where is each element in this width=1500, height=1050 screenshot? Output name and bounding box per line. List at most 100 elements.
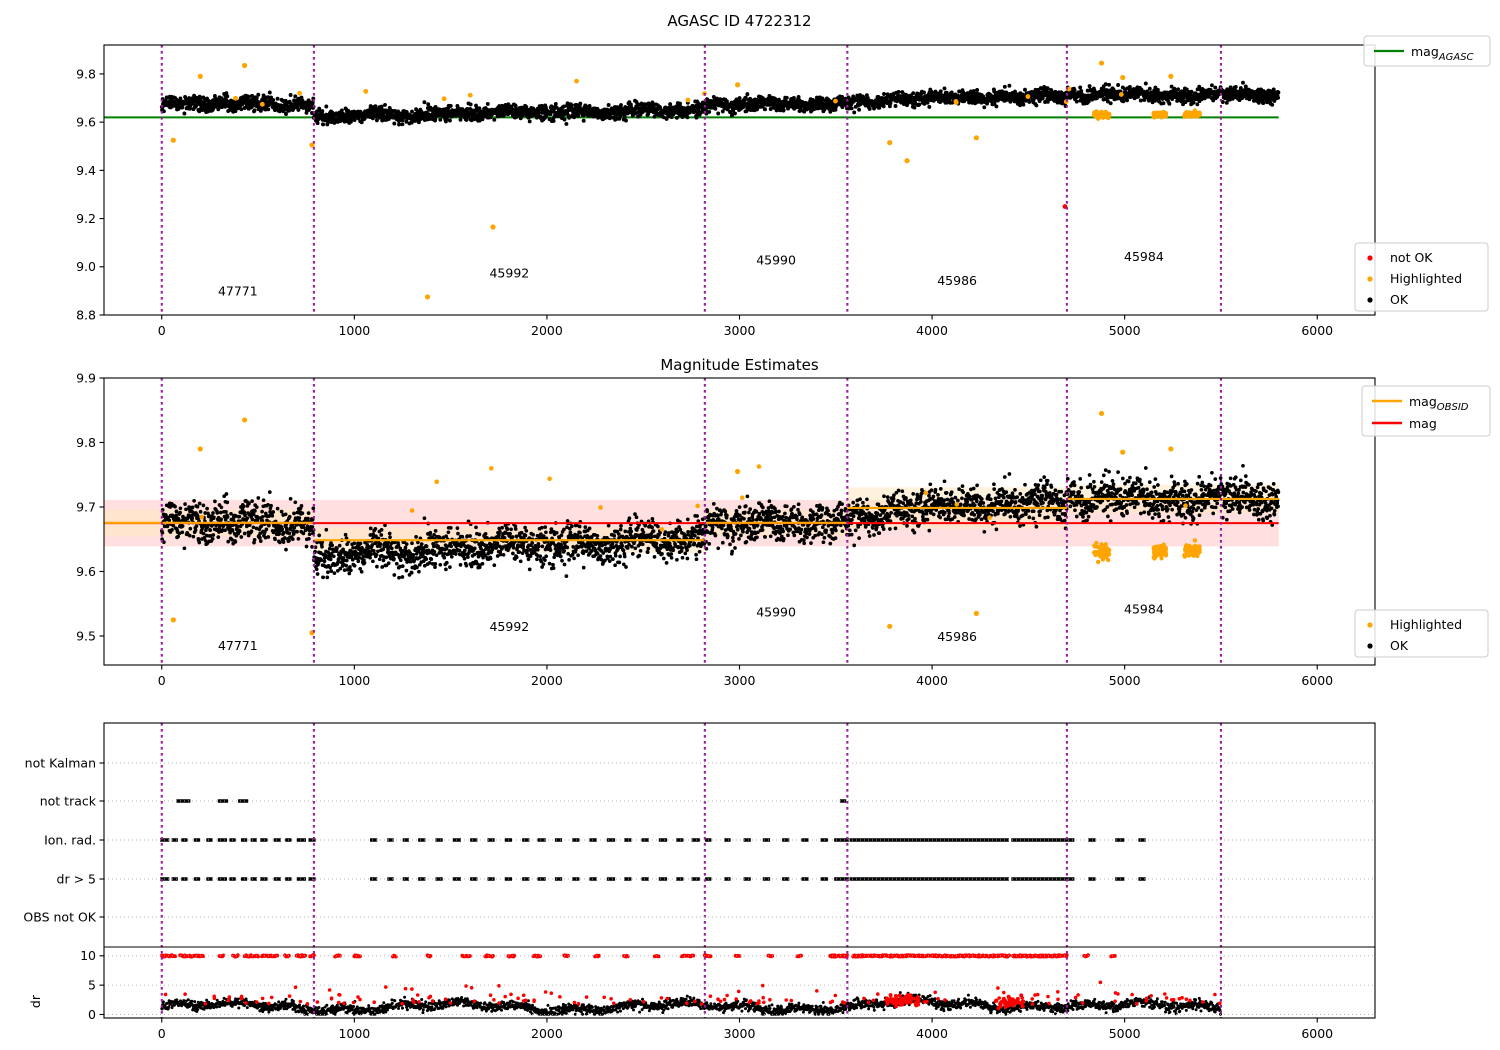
highlighted-outlier [833,98,838,104]
legend-label: not OK [1390,250,1433,265]
flag-row-label: dr > 5 [57,871,96,886]
y-tick-label: 9.6 [76,564,96,579]
x-tick-label: 3000 [724,323,756,338]
highlighted-outlier [441,96,447,102]
flag-markers-row-1 [176,799,847,803]
highlighted-outlier [574,78,579,84]
legend-dot [1367,297,1373,303]
x-tick-label: 2000 [531,673,563,688]
x-tick-label: 6000 [1301,673,1333,688]
x-tick-label: 5000 [1109,1026,1141,1041]
legend-dot [1367,276,1373,282]
flag-markers-row-2 [160,838,1146,842]
highlighted-outlier [297,90,303,96]
panel3-data [159,723,1222,1018]
highlighted-outlier [309,142,315,148]
legend-mag-agasc [1363,35,1491,67]
highlighted-outlier [490,224,496,230]
highlighted-outlier [1098,60,1105,66]
highlighted-outlier [488,466,494,471]
flag-markers-row-3 [160,877,1146,881]
x-tick-label: 5000 [1109,323,1141,338]
highlighted-outlier [904,158,910,164]
highlighted-outlier [923,490,929,496]
obsid-label: 45990 [756,605,796,620]
x-tick-label: 5000 [1109,673,1141,688]
legend-dot [1367,255,1373,261]
highlighted-outlier [547,476,552,482]
highlighted-outlier [467,92,473,98]
legend-dot [1367,622,1373,628]
highlighted-outlier [973,610,979,617]
legend-point-classes-panel2 [1354,609,1489,658]
legend-label: Highlighted [1390,271,1462,286]
dr-tick-label: 0 [88,1007,96,1022]
flag-row-label: not Kalman [25,755,96,770]
highlighted-outlier [695,503,700,509]
highlighted-outlier [739,495,745,500]
y-tick-label: 9.8 [76,435,96,450]
highlighted-outlier [904,672,909,677]
x-tick-label: 0 [158,1026,166,1041]
flag-row-label: Ion. rad. [44,832,96,847]
dr-tick-label: 10 [80,948,96,963]
highlighted-outlier [1120,449,1126,455]
panel1-data [104,45,1281,315]
x-tick-label: 2000 [531,323,563,338]
panel-magnitude-top: AGASC ID 4722312 0 1000 2000 3000 4000 5000 600… [76,12,1491,338]
highlighted-outlier [973,135,979,141]
highlighted-outlier [409,508,415,513]
highlighted-outlier [241,417,248,423]
x-tick-label: 3000 [724,673,756,688]
x-tick-label: 1000 [338,1026,370,1041]
highlighted-outlier [1120,74,1126,81]
obsid-label: 45990 [756,252,796,267]
legend-label: OK [1390,638,1409,653]
highlighted-outlier [259,101,265,107]
flag-row-label: OBS not OK [23,909,96,924]
highlighted-outlier [659,527,665,532]
y-tick-label: 9.6 [76,115,96,130]
obsid-label: 47771 [218,638,258,653]
legend-label: Highlighted [1390,617,1462,632]
highlighted-outlier [598,505,603,510]
highlighted-outlier [756,464,762,469]
series-ok-points [159,80,1281,127]
highlighted-outlier [170,617,176,623]
flag-row-label: not track [40,793,97,808]
y-tick-label: 9.8 [76,66,96,81]
highlighted-outlier [199,514,204,520]
y-tick-label: 9.4 [76,163,96,178]
y-tick-label: 9.2 [76,211,96,226]
highlighted-outlier [1183,503,1188,508]
dr-tick-label: 5 [88,978,96,993]
panel-flags-bottom: not Kalman not track Ion. rad. dr > 5 OBS no… [23,722,1376,1041]
obsid-label: 45984 [1124,249,1164,264]
panel3-frame [103,722,1376,1019]
y-tick-label: 9.9 [76,370,96,385]
x-tick-label: 1000 [338,673,370,688]
x-tick-label: 6000 [1301,1026,1333,1041]
plot-title: AGASC ID 4722312 [667,12,811,30]
highlighted-outlier [197,73,203,79]
series-highlighted-points [1091,538,1202,565]
highlighted-outlier [170,137,176,143]
series-highlighted-points [1091,108,1202,121]
highlighted-outlier [424,294,431,300]
obsid-label: 45984 [1124,601,1164,616]
highlighted-outlier [1025,94,1031,99]
legend-label: OK [1390,292,1409,307]
y-tick-label: 9.5 [76,628,96,643]
highlighted-outlier [1118,92,1124,97]
highlighted-outlier [197,446,203,452]
highlighted-outlier [434,479,440,485]
panel2-title: Magnitude Estimates [660,356,818,374]
y-tick-label: 8.8 [76,307,96,322]
x-tick-label: 0 [158,323,166,338]
x-tick-label: 3000 [724,1026,756,1041]
highlighted-outlier [887,623,893,629]
x-tick-label: 2000 [531,1026,563,1041]
